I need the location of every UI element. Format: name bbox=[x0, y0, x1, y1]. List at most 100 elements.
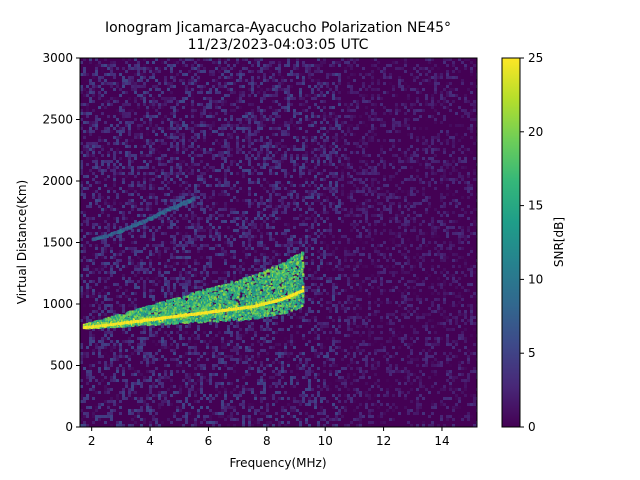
noise-cell bbox=[161, 337, 164, 340]
noise-cell bbox=[314, 292, 317, 295]
noise-cell bbox=[236, 145, 239, 148]
noise-cell bbox=[215, 103, 218, 106]
noise-cell bbox=[179, 172, 182, 175]
noise-cell bbox=[227, 340, 230, 343]
noise-cell bbox=[359, 202, 362, 205]
noise-cell bbox=[155, 103, 158, 106]
noise-cell bbox=[179, 283, 182, 286]
noise-cell bbox=[362, 181, 365, 184]
noise-cell bbox=[185, 403, 188, 406]
noise-cell bbox=[212, 208, 215, 211]
noise-cell bbox=[281, 211, 284, 214]
noise-cell bbox=[158, 82, 161, 85]
noise-cell bbox=[311, 79, 314, 82]
noise-cell bbox=[269, 385, 272, 388]
noise-cell bbox=[281, 415, 284, 418]
noise-cell bbox=[128, 343, 131, 346]
noise-cell bbox=[188, 358, 191, 361]
noise-cell bbox=[170, 199, 173, 202]
noise-cell bbox=[308, 118, 311, 121]
noise-cell bbox=[269, 61, 272, 64]
noise-cell bbox=[206, 352, 209, 355]
noise-cell bbox=[248, 145, 251, 148]
noise-cell bbox=[149, 124, 152, 127]
noise-cell bbox=[149, 250, 152, 253]
noise-cell bbox=[83, 364, 86, 367]
noise-cell bbox=[323, 274, 326, 277]
noise-cell bbox=[200, 172, 203, 175]
noise-cell bbox=[158, 196, 161, 199]
noise-cell bbox=[242, 388, 245, 391]
noise-cell bbox=[317, 337, 320, 340]
noise-cell bbox=[119, 250, 122, 253]
noise-cell bbox=[212, 100, 215, 103]
noise-cell bbox=[251, 418, 254, 421]
noise-cell bbox=[134, 397, 137, 400]
noise-cell bbox=[254, 130, 257, 133]
noise-cell bbox=[230, 163, 233, 166]
noise-cell bbox=[182, 250, 185, 253]
noise-cell bbox=[290, 415, 293, 418]
noise-cell bbox=[110, 169, 113, 172]
noise-cell bbox=[287, 85, 290, 88]
noise-cell bbox=[158, 376, 161, 379]
noise-cell bbox=[263, 319, 266, 322]
noise-cell bbox=[305, 370, 308, 373]
noise-cell bbox=[242, 232, 245, 235]
noise-cell bbox=[284, 229, 287, 232]
noise-cell bbox=[236, 100, 239, 103]
noise-cell bbox=[263, 109, 266, 112]
noise-cell bbox=[281, 130, 284, 133]
noise-cell bbox=[179, 166, 182, 169]
noise-cell bbox=[266, 358, 269, 361]
noise-cell bbox=[83, 220, 86, 223]
noise-cell bbox=[290, 103, 293, 106]
noise-cell bbox=[335, 286, 338, 289]
noise-cell bbox=[236, 232, 239, 235]
noise-cell bbox=[317, 172, 320, 175]
noise-cell bbox=[263, 115, 266, 118]
noise-cell bbox=[92, 124, 95, 127]
noise-cell bbox=[296, 379, 299, 382]
noise-cell bbox=[272, 394, 275, 397]
noise-cell bbox=[299, 175, 302, 178]
noise-cell bbox=[308, 310, 311, 313]
noise-cell bbox=[221, 208, 224, 211]
noise-cell bbox=[140, 97, 143, 100]
noise-cell bbox=[107, 202, 110, 205]
noise-cell bbox=[359, 421, 362, 424]
noise-cell bbox=[143, 223, 146, 226]
noise-cell bbox=[182, 91, 185, 94]
noise-cell bbox=[314, 220, 317, 223]
noise-cell bbox=[314, 178, 317, 181]
noise-cell bbox=[194, 286, 197, 289]
noise-cell bbox=[176, 73, 179, 76]
noise-cell bbox=[308, 94, 311, 97]
noise-cell bbox=[335, 115, 338, 118]
noise-cell bbox=[326, 154, 329, 157]
noise-cell bbox=[245, 139, 248, 142]
noise-cell bbox=[242, 403, 245, 406]
noise-cell bbox=[80, 73, 83, 76]
noise-cell bbox=[134, 385, 137, 388]
noise-cell bbox=[266, 181, 269, 184]
noise-cell bbox=[146, 172, 149, 175]
noise-cell bbox=[140, 349, 143, 352]
noise-cell bbox=[269, 145, 272, 148]
noise-cell bbox=[164, 175, 167, 178]
noise-cell bbox=[263, 253, 266, 256]
noise-cell bbox=[347, 103, 350, 106]
noise-cell bbox=[218, 193, 221, 196]
noise-cell bbox=[251, 109, 254, 112]
noise-cell bbox=[149, 352, 152, 355]
noise-cell bbox=[281, 157, 284, 160]
noise-cell bbox=[170, 70, 173, 73]
noise-cell bbox=[155, 244, 158, 247]
noise-cell bbox=[263, 91, 266, 94]
noise-cell bbox=[98, 370, 101, 373]
noise-cell bbox=[323, 169, 326, 172]
noise-cell bbox=[296, 76, 299, 79]
noise-cell bbox=[143, 76, 146, 79]
noise-cell bbox=[335, 388, 338, 391]
noise-cell bbox=[332, 349, 335, 352]
